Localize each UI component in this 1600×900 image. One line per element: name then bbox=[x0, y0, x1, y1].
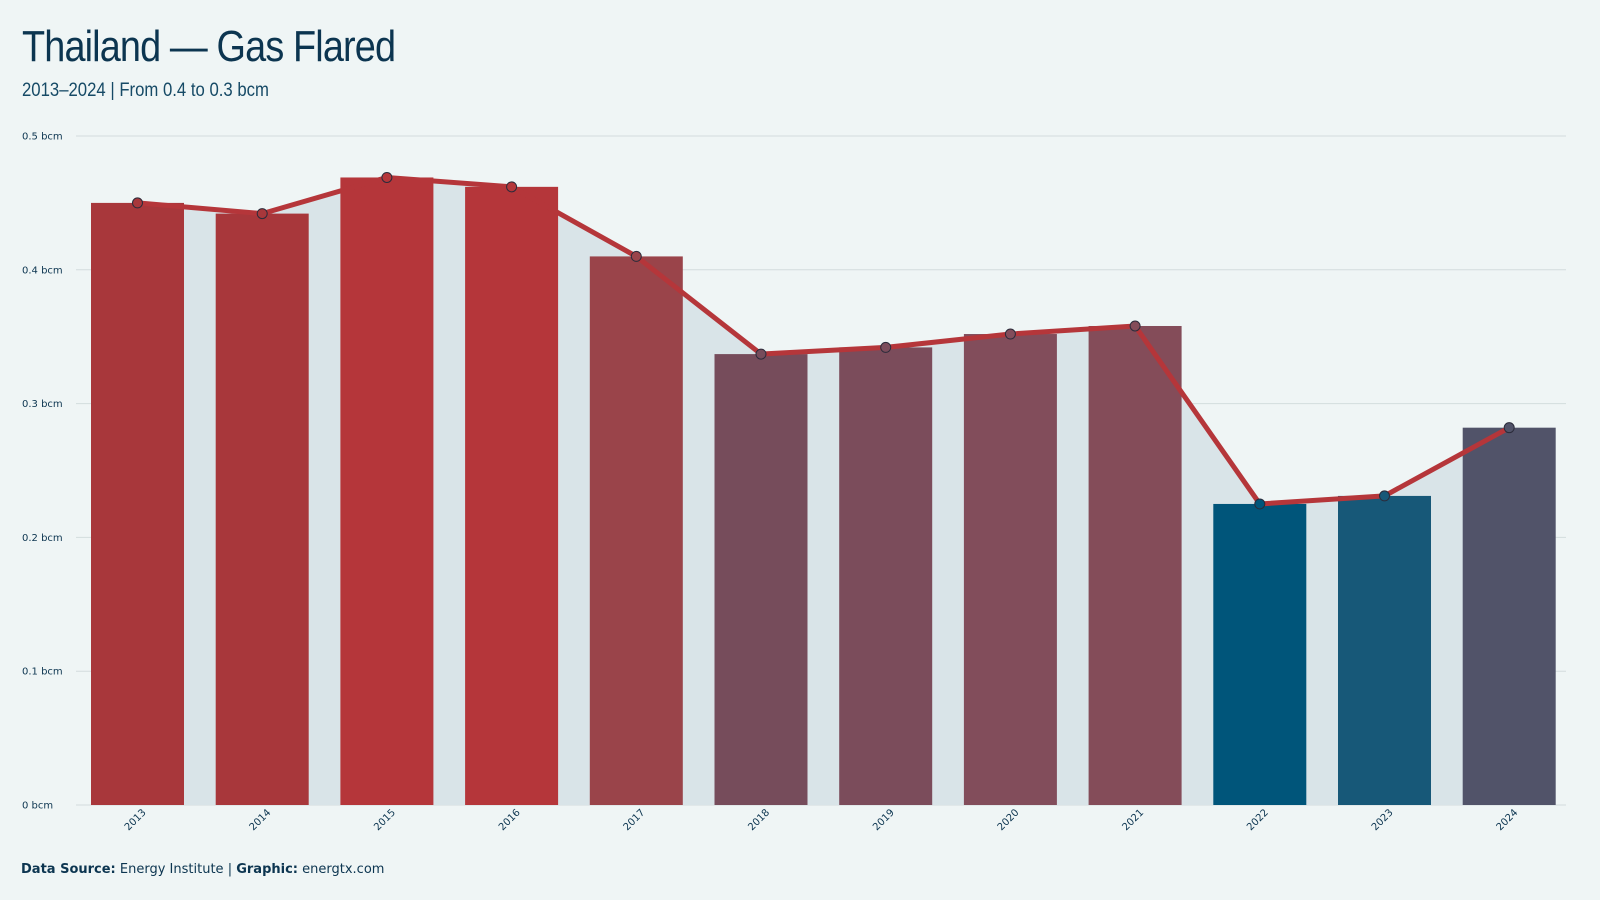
source-label: Data Source: bbox=[21, 862, 116, 877]
trend-line bbox=[135, 174, 1512, 507]
x-tick-label: 2019 bbox=[871, 807, 897, 833]
y-tick-label: 0.4 bcm bbox=[22, 265, 63, 276]
x-tick-label: 2020 bbox=[996, 807, 1022, 833]
x-tick-label: 2013 bbox=[123, 807, 149, 833]
chart-title: Thailand — Gas Flared bbox=[22, 22, 396, 71]
chart-subtitle: 2013–2024 | From 0.4 to 0.3 bcm bbox=[22, 80, 269, 101]
y-axis-ticks: 0 bcm 0.1 bcm 0.2 bcm 0.3 bcm 0.4 bcm 0.5 bcm bbox=[22, 132, 63, 812]
footer-credits: Data Source: Energy Institute | Graphic:… bbox=[21, 862, 384, 877]
y-tick-label: 0.3 bcm bbox=[22, 399, 63, 410]
bar-2014 bbox=[215, 213, 309, 805]
trend-line-path bbox=[135, 174, 1512, 507]
point-2014 bbox=[256, 208, 268, 220]
bar-2019 bbox=[839, 347, 933, 805]
bar-2013 bbox=[91, 202, 184, 805]
point-2018 bbox=[755, 348, 767, 360]
x-tick-label: 2021 bbox=[1120, 807, 1146, 833]
x-tick-label: 2015 bbox=[372, 807, 398, 833]
point-2020 bbox=[1004, 328, 1016, 340]
y-tick-label: 0.5 bcm bbox=[22, 132, 63, 143]
trend-points bbox=[132, 171, 1515, 510]
bar-2018 bbox=[714, 354, 808, 805]
x-tick-label: 2022 bbox=[1245, 807, 1271, 833]
bar-2021 bbox=[1088, 325, 1182, 805]
point-2016 bbox=[506, 181, 518, 193]
bar-2015 bbox=[340, 177, 434, 805]
point-2015 bbox=[381, 171, 393, 183]
source-value: Energy Institute bbox=[119, 862, 224, 877]
bar-2023 bbox=[1338, 495, 1431, 805]
graphic-value: energtx.com bbox=[302, 862, 385, 877]
y-tick-label: 0 bcm bbox=[22, 801, 53, 812]
bar-2020 bbox=[963, 334, 1057, 805]
point-2019 bbox=[880, 341, 892, 353]
point-2024 bbox=[1503, 422, 1515, 434]
bar-2024 bbox=[1462, 427, 1556, 805]
x-tick-label: 2024 bbox=[1495, 807, 1521, 833]
x-tick-label: 2018 bbox=[746, 807, 772, 833]
x-tick-label: 2017 bbox=[622, 807, 648, 833]
bar-2016 bbox=[465, 186, 559, 805]
point-2021 bbox=[1129, 320, 1141, 332]
graphic-label: Graphic: bbox=[236, 862, 298, 877]
point-2022 bbox=[1254, 498, 1266, 510]
x-tick-label: 2014 bbox=[248, 807, 274, 833]
x-tick-label: 2016 bbox=[497, 807, 523, 833]
point-2023 bbox=[1379, 490, 1390, 502]
point-2017 bbox=[630, 250, 642, 262]
x-axis-ticks: 2013 2014 2015 2016 2017 2018 2019 2020 2021 2022… bbox=[123, 807, 1520, 833]
x-tick-label: 2023 bbox=[1370, 807, 1396, 833]
y-tick-label: 0.1 bcm bbox=[22, 667, 63, 678]
point-2013 bbox=[132, 197, 143, 209]
y-tick-label: 0.2 bcm bbox=[22, 533, 63, 544]
bar-2017 bbox=[589, 256, 683, 805]
bar-2022 bbox=[1213, 503, 1307, 805]
footer-separator: | bbox=[227, 862, 233, 877]
bars bbox=[91, 177, 1556, 805]
